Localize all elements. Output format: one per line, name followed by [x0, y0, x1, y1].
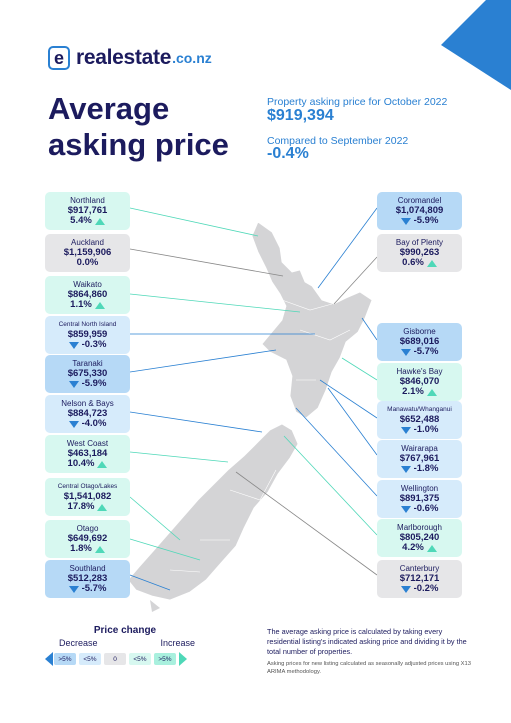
region-card-central-otago-lakes: Central Otago/Lakes $1,541,082 17.8%: [45, 478, 130, 516]
north-island-shape: [251, 221, 373, 419]
legend-increase-label: Increase: [160, 638, 195, 648]
region-card-waikato: Waikato $864,860 1.1%: [45, 276, 130, 314]
south-island-shape: [127, 423, 299, 601]
summary-value-compare: -0.4%: [267, 145, 309, 162]
region-card-hawkes-bay: Hawke's Bay $846,070 2.1%: [377, 363, 462, 401]
price-change-legend: Price change Decrease Increase >5% <5% 0…: [45, 625, 205, 666]
corner-accent-shape: [441, 0, 511, 90]
increase-arrow-icon: [426, 544, 437, 552]
region-card-coromandel: Coromandel $1,074,809 -5.9%: [377, 192, 462, 230]
brand-logo: e realestate .co.nz: [48, 46, 212, 70]
decrease-arrow-icon: [400, 348, 411, 356]
region-card-gisborne: Gisborne $689,016 -5.7%: [377, 323, 462, 361]
increase-arrow-icon: [97, 460, 108, 468]
decrease-arrow-icon: [400, 217, 411, 225]
methodology-footnote: Asking prices for new listing calculated…: [267, 661, 471, 675]
region-card-manawatu-whanganui: Manawatu/Whanganui $652,488 -1.0%: [377, 401, 462, 439]
decrease-arrow-icon: [400, 585, 411, 593]
decrease-arrow-icon: [68, 420, 79, 428]
increase-arrow-icon: [426, 259, 437, 267]
decrease-arrow-icon: [68, 380, 79, 388]
region-card-wairarapa: Wairarapa $767,961 -1.8%: [377, 440, 462, 478]
legend-bucket-decrease: <5%: [79, 653, 101, 665]
increase-arrow-icon: [426, 388, 437, 396]
decrease-arrow-icon: [400, 426, 411, 434]
legend-bucket-increase: <5%: [129, 653, 151, 665]
region-card-nelson-bays: Nelson & Bays $884,723 -4.0%: [45, 395, 130, 433]
legend-title: Price change: [93, 625, 157, 636]
region-card-auckland: Auckland $1,159,906 0.0%: [45, 234, 130, 272]
increase-arrow-icon: [94, 545, 105, 553]
region-card-central-north-island: Central North Island $859,959 -0.3%: [45, 316, 130, 354]
decrease-arrow-icon: [400, 505, 411, 513]
legend-bucket-strong-decrease: >5%: [54, 653, 76, 665]
brand-name: realestate: [76, 46, 172, 69]
region-card-northland: Northland $917,761 5.4%: [45, 192, 130, 230]
decrease-arrow-icon: [45, 652, 53, 666]
region-card-west-coast: West Coast $463,184 10.4%: [45, 435, 130, 473]
region-card-taranaki: Taranaki $675,330 -5.9%: [45, 355, 130, 393]
region-card-wellington: Wellington $891,375 -0.6%: [377, 480, 462, 518]
page-title: Average asking price: [48, 91, 229, 162]
legend-bucket-zero: 0: [104, 653, 126, 665]
increase-arrow-icon: [94, 301, 105, 309]
region-card-canterbury: Canterbury $712,171 -0.2%: [377, 560, 462, 598]
region-card-bay-of-plenty: Bay of Plenty $990,263 0.6%: [377, 234, 462, 272]
decrease-arrow-icon: [68, 341, 79, 349]
region-card-southland: Southland $512,283 -5.7%: [45, 560, 130, 598]
summary-label-compare: Compared to September 2022: [267, 135, 409, 147]
legend-decrease-label: Decrease: [59, 638, 98, 648]
decrease-arrow-icon: [68, 585, 79, 593]
legend-bucket-strong-increase: >5%: [154, 653, 176, 665]
summary-value-current: $919,394: [267, 107, 334, 124]
increase-arrow-icon: [94, 217, 105, 225]
logo-icon: e: [48, 46, 70, 70]
methodology-note: The average asking price is calculated b…: [267, 627, 467, 656]
region-card-marlborough: Marlborough $805,240 4.2%: [377, 519, 462, 557]
region-card-otago: Otago $649,692 1.8%: [45, 520, 130, 558]
brand-tld: .co.nz: [172, 50, 212, 66]
increase-arrow-icon: [97, 503, 108, 511]
summary-label-current: Property asking price for October 2022: [267, 96, 448, 108]
increase-arrow-icon: [179, 652, 187, 666]
decrease-arrow-icon: [400, 465, 411, 473]
